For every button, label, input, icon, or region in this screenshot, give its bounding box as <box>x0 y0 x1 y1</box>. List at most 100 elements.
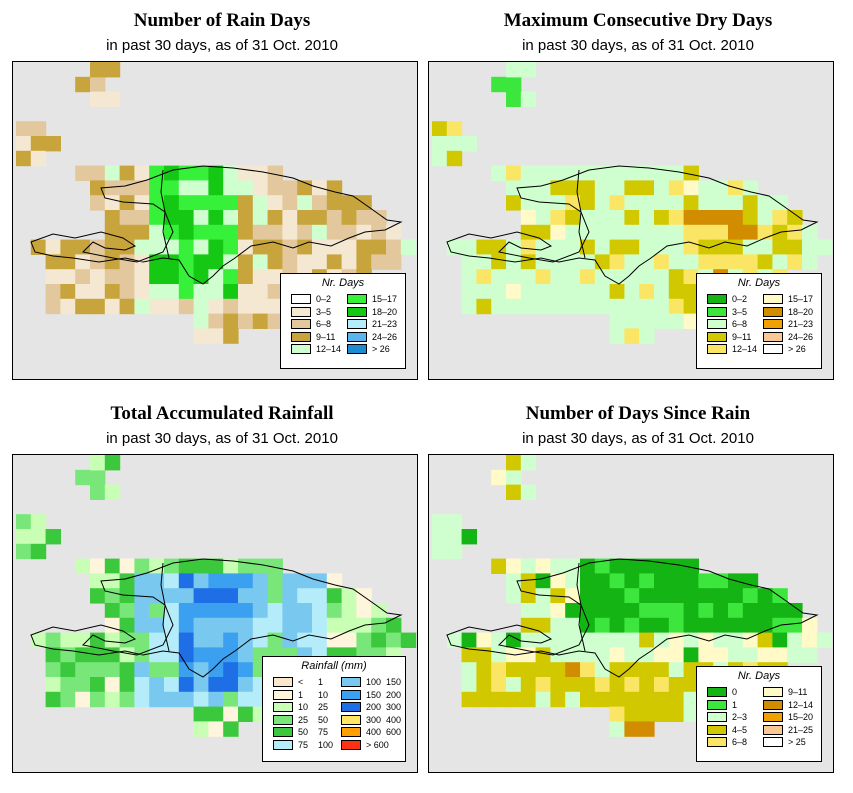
grid-cell <box>520 484 537 500</box>
grid-cell <box>238 210 254 226</box>
grid-cell <box>609 573 625 589</box>
grid-cell <box>178 647 195 663</box>
grid-cell <box>104 617 121 634</box>
legend-swatch <box>347 331 367 342</box>
grid-cell <box>134 210 150 226</box>
grid-cell <box>149 224 165 241</box>
grid-cell <box>208 662 224 678</box>
grid-cell <box>119 180 135 196</box>
grid-cell <box>178 195 195 211</box>
grid-cell <box>104 224 121 241</box>
grid-cell <box>356 632 372 648</box>
grid-cell <box>267 239 283 255</box>
grid-cell <box>252 284 269 300</box>
grid-cell <box>594 558 611 574</box>
grid-cell <box>223 328 239 344</box>
grid-cell <box>90 573 106 589</box>
grid-cell <box>208 706 224 722</box>
grid-cell <box>223 558 239 574</box>
grid-cell <box>787 224 803 241</box>
grid-cell <box>223 239 239 255</box>
grid-cell <box>668 180 685 196</box>
grid-cell <box>178 603 195 619</box>
grid-cell <box>104 662 121 678</box>
grid-cell <box>252 180 269 196</box>
legend-label: 24–26 <box>372 331 398 342</box>
grid-cell <box>580 617 596 634</box>
grid-cell <box>802 254 818 270</box>
grid-cell <box>60 691 76 708</box>
grid-cell <box>238 165 254 181</box>
grid-cell <box>134 691 150 708</box>
grid-cell <box>639 588 655 604</box>
grid-cell <box>802 617 818 634</box>
grid-cell <box>238 298 254 315</box>
grid-cell <box>668 691 685 708</box>
legend-swatch <box>707 699 727 710</box>
grid-cell <box>193 180 209 196</box>
grid-cell <box>535 180 551 196</box>
grid-cell <box>594 617 611 634</box>
grid-cell <box>75 558 91 574</box>
grid-cell <box>683 298 699 315</box>
grid-cell <box>624 691 640 708</box>
grid-cell <box>639 721 655 737</box>
grid-cell <box>178 269 195 285</box>
grid-cell <box>639 298 655 315</box>
grid-cell <box>683 210 699 226</box>
grid-cell <box>506 195 522 211</box>
grid-cell <box>654 558 670 574</box>
grid-cell <box>178 165 195 181</box>
grid-cell <box>104 677 121 693</box>
grid-cell <box>282 195 298 211</box>
grid-cell <box>90 195 106 211</box>
grid-cell <box>580 284 596 300</box>
grid-cell <box>223 313 239 329</box>
grid-cell <box>252 254 269 270</box>
grid-cell <box>193 617 209 634</box>
grid-cell <box>178 558 195 574</box>
grid-cell <box>386 254 402 270</box>
grid-cell <box>164 677 180 693</box>
grid-cell <box>624 617 640 634</box>
grid-cell <box>149 269 165 285</box>
grid-cell <box>565 603 581 619</box>
grid-cell <box>164 284 180 300</box>
grid-cell <box>119 691 135 708</box>
grid-cell <box>506 239 522 255</box>
grid-cell <box>238 269 254 285</box>
grid-cell <box>728 254 744 270</box>
legend-label: 6–8 <box>732 319 748 329</box>
grid-cell <box>149 298 165 315</box>
grid-cell <box>223 298 239 315</box>
grid-cell <box>164 558 180 574</box>
grid-cell <box>698 573 714 589</box>
grid-cell <box>30 529 47 545</box>
grid-cell <box>341 254 357 270</box>
grid-cell <box>520 239 537 255</box>
grid-cell <box>178 677 195 693</box>
grid-cell <box>238 706 254 722</box>
legend-max-dry-days: Nr. Days 0–2 3–5 6–8 9–11 12–14 15–17 18–20 21–… <box>696 273 822 369</box>
grid-cell <box>208 254 224 270</box>
grid-cell <box>580 269 596 285</box>
grid-cell <box>550 239 566 255</box>
grid-cell <box>178 180 195 196</box>
grid-cell <box>476 284 492 300</box>
grid-cell <box>386 632 402 648</box>
grid-cell <box>134 269 150 285</box>
grid-cell <box>223 165 239 181</box>
grid-cell <box>149 210 165 226</box>
grid-cell <box>713 603 729 619</box>
grid-cell <box>134 284 150 300</box>
legend-label: 4–5 <box>732 724 748 735</box>
grid-cell <box>654 239 670 255</box>
grid-cell <box>75 76 91 93</box>
grid-cell <box>267 254 283 270</box>
grid-cell <box>238 313 254 329</box>
grid-cell <box>341 210 357 226</box>
grid-cell <box>60 284 76 300</box>
grid-cell <box>594 647 611 663</box>
grid-cell <box>565 662 581 678</box>
grid-cell <box>609 677 625 693</box>
